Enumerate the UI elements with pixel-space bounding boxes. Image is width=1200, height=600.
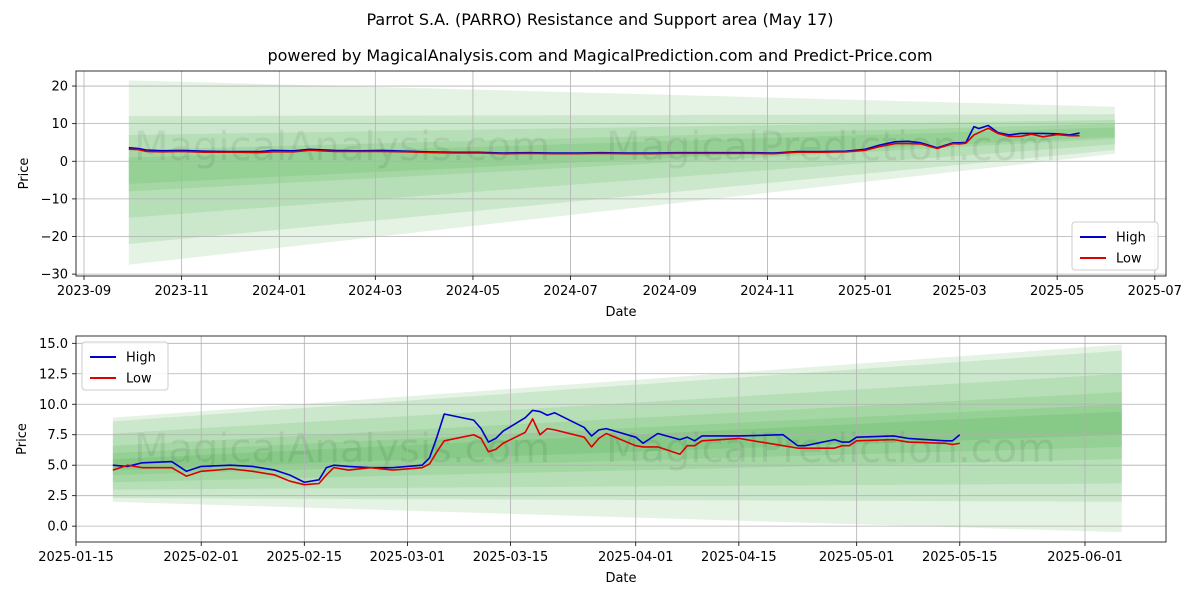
watermark-prediction: MagicalPrediction.com [606, 124, 1056, 170]
band-4 [112, 392, 1122, 483]
x-tick-label: 2025-05 [1030, 284, 1084, 299]
x-tick-label: 2025-07 [1128, 284, 1182, 299]
series-line-low [112, 418, 960, 486]
y-tick-label: 0 [60, 155, 68, 170]
x-tick-label: 2025-03-15 [473, 550, 549, 565]
x-tick-label: 2025-05-01 [819, 550, 895, 565]
legend-box [81, 341, 169, 391]
legend-label-high: High [126, 351, 156, 366]
x-axis-label: Date [605, 571, 636, 586]
watermark-analysis: MagicalAnalysis.com [134, 426, 550, 472]
y-tick-label: 5.0 [47, 459, 68, 474]
y-tick-label: 12.5 [39, 367, 68, 382]
series-line-low [128, 127, 1080, 155]
x-tick-label: 2025-04-15 [701, 550, 777, 565]
x-tick-label: 2025-05-15 [922, 550, 998, 565]
x-axis-label: Date [605, 305, 636, 320]
legend: High Low [81, 341, 169, 391]
band-5 [112, 404, 1122, 475]
y-axis-label: Price [15, 423, 30, 455]
legend-label-low: Low [1116, 252, 1142, 267]
x-tick-label: 2024-07 [543, 284, 597, 299]
y-tick-label: −10 [41, 192, 68, 207]
x-tick-label: 2025-03-01 [370, 550, 446, 565]
legend-box [1071, 221, 1159, 271]
chart-panel-1: MagicalAnalysis.com MagicalPrediction.com… [17, 70, 1182, 320]
x-tick-label: 2024-03 [348, 284, 402, 299]
y-tick-label: −20 [41, 230, 68, 245]
x-tick-label: 2023-11 [154, 284, 208, 299]
band-2 [112, 350, 1122, 502]
x-tick-label: 2025-02-15 [267, 550, 343, 565]
x-tick-label: 2025-01-15 [38, 550, 114, 565]
x-tick-label: 2025-03 [932, 284, 986, 299]
x-tick-label: 2025-01 [838, 284, 892, 299]
x-tick-label: 2024-05 [446, 284, 500, 299]
legend-label-low: Low [126, 372, 152, 387]
x-tick-label: 2025-02-01 [163, 550, 239, 565]
watermark-prediction: MagicalPrediction.com [606, 426, 1056, 472]
band-6 [112, 411, 1122, 471]
y-tick-label: 10 [51, 117, 68, 132]
y-tick-label: 10.0 [39, 398, 68, 413]
x-tick-label: 2024-11 [740, 284, 794, 299]
y-tick-label: 2.5 [47, 489, 68, 504]
x-tick-label: 2025-04-01 [598, 550, 674, 565]
watermark-analysis: MagicalAnalysis.com [134, 124, 550, 170]
y-tick-label: 15.0 [39, 337, 68, 352]
chart-title: Parrot S.A. (PARRO) Resistance and Suppo… [366, 10, 834, 29]
legend-label-high: High [1116, 231, 1146, 246]
y-tick-label: 7.5 [47, 428, 68, 443]
series-line-high [112, 409, 961, 484]
plot-frame [75, 70, 1167, 277]
plot-frame [75, 335, 1167, 543]
y-tick-label: −30 [41, 268, 68, 283]
legend: High Low [1071, 221, 1159, 271]
support-resistance-bands [128, 80, 1115, 265]
x-tick-label: 2025-06-01 [1047, 550, 1123, 565]
x-tick-label: 2023-09 [57, 284, 111, 299]
y-axis-label: Price [17, 158, 32, 190]
y-tick-label: 20 [51, 80, 68, 95]
chart-panel-2: MagicalAnalysis.com MagicalPrediction.com… [15, 335, 1167, 586]
chart-subtitle: powered by MagicalAnalysis.com and Magic… [267, 46, 933, 65]
x-tick-label: 2024-09 [643, 284, 697, 299]
x-tick-label: 2024-01 [252, 284, 306, 299]
y-tick-label: 0.0 [47, 520, 68, 535]
